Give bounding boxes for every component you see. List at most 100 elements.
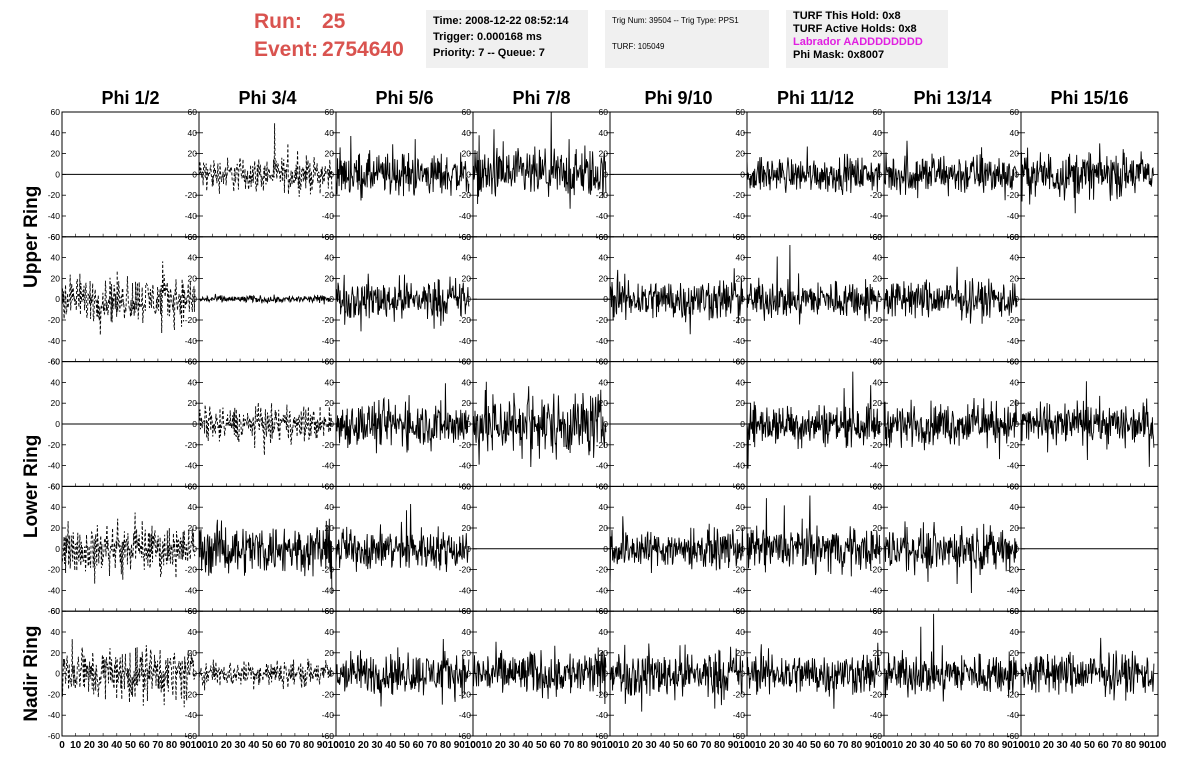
y-tick-label: -40	[48, 336, 61, 346]
y-tick-label: -60	[596, 731, 609, 741]
y-tick-label: 20	[736, 273, 746, 283]
y-tick-label: 60	[599, 481, 609, 491]
x-tick-label: 0	[59, 740, 65, 751]
x-tick-label: 60	[824, 740, 836, 751]
y-tick-label: 20	[51, 523, 61, 533]
y-tick-label: 0	[603, 544, 608, 554]
panel-frame	[61, 610, 200, 737]
y-tick-label: 20	[325, 523, 335, 533]
y-tick-label: 20	[188, 273, 198, 283]
y-tick-label: 20	[462, 398, 472, 408]
y-tick-label: -20	[459, 440, 472, 450]
y-tick-label: 40	[1010, 253, 1020, 263]
y-tick-label: -20	[1007, 440, 1020, 450]
y-tick-label: -20	[459, 190, 472, 200]
y-tick-label: 40	[462, 627, 472, 637]
trace-line	[1020, 381, 1155, 467]
x-tick-label: 40	[796, 740, 808, 751]
x-tick-label: 30	[509, 740, 521, 751]
x-tick-label: 30	[920, 740, 932, 751]
y-tick-label: 0	[1014, 169, 1019, 179]
y-tick-label: -20	[733, 565, 746, 575]
y-tick-label: 20	[462, 149, 472, 159]
y-tick-label: -40	[322, 710, 335, 720]
y-tick-label: 0	[55, 169, 60, 179]
y-tick-label: 0	[55, 544, 60, 554]
y-tick-label: -60	[48, 357, 61, 367]
y-tick-label: 60	[51, 107, 61, 117]
panel-frame	[198, 236, 337, 363]
y-tick-label: 0	[1014, 419, 1019, 429]
trace-line	[472, 381, 607, 468]
time-text: Time: 2008-12-22 08:52:14	[433, 15, 569, 27]
y-tick-label: -60	[48, 731, 61, 741]
x-tick-label: 70	[563, 740, 575, 751]
y-tick-label: -40	[1007, 461, 1020, 471]
y-tick-label: 20	[599, 398, 609, 408]
y-tick-label: -20	[596, 190, 609, 200]
y-tick-label: 40	[1010, 627, 1020, 637]
y-tick-label: 20	[462, 273, 472, 283]
y-tick-label: 60	[462, 606, 472, 616]
y-tick-label: 0	[192, 669, 197, 679]
trig-num-text: Trig Num: 39504 -- Trig Type: PPS1	[612, 16, 739, 25]
y-tick-label: 0	[740, 419, 745, 429]
y-tick-label: 40	[599, 627, 609, 637]
y-tick-label: 0	[603, 419, 608, 429]
x-tick-label: 70	[837, 740, 849, 751]
y-tick-label: 40	[188, 253, 198, 263]
y-tick-label: 0	[466, 544, 471, 554]
trace-line	[746, 642, 881, 709]
y-tick-label: -60	[322, 731, 335, 741]
y-tick-label: -20	[596, 315, 609, 325]
x-tick-label: 20	[221, 740, 233, 751]
y-tick-label: -40	[1007, 585, 1020, 595]
x-tick-label: 60	[413, 740, 425, 751]
x-tick-label: 100	[465, 740, 482, 751]
y-tick-label: 40	[873, 128, 883, 138]
y-tick-label: 40	[873, 377, 883, 387]
y-tick-label: -40	[459, 710, 472, 720]
y-tick-label: 60	[188, 357, 198, 367]
y-tick-label: -40	[185, 710, 198, 720]
y-tick-label: -20	[185, 440, 198, 450]
y-tick-label: 60	[1010, 107, 1020, 117]
y-tick-label: 60	[325, 357, 335, 367]
x-tick-label: 30	[98, 740, 110, 751]
column-title-7: Phi 13/14	[913, 88, 991, 108]
y-tick-label: -40	[185, 585, 198, 595]
y-tick-label: 0	[329, 294, 334, 304]
x-tick-label: 100	[191, 740, 208, 751]
trace-line	[883, 521, 1018, 594]
y-tick-label: 40	[736, 502, 746, 512]
x-tick-label: 70	[700, 740, 712, 751]
y-tick-label: -40	[322, 461, 335, 471]
y-tick-label: -20	[870, 565, 883, 575]
y-tick-label: -20	[322, 190, 335, 200]
y-tick-label: 40	[873, 502, 883, 512]
x-tick-label: 70	[974, 740, 986, 751]
y-tick-label: 0	[740, 169, 745, 179]
trace-line	[883, 397, 1018, 460]
y-tick-label: 20	[325, 398, 335, 408]
y-tick-label: -20	[185, 190, 198, 200]
y-tick-label: -40	[185, 461, 198, 471]
y-tick-label: -40	[48, 585, 61, 595]
y-tick-label: -20	[1007, 315, 1020, 325]
x-tick-label: 80	[988, 740, 1000, 751]
y-tick-label: 60	[1010, 606, 1020, 616]
y-tick-label: 60	[599, 232, 609, 242]
y-tick-label: -40	[322, 585, 335, 595]
trace-line	[472, 641, 607, 705]
